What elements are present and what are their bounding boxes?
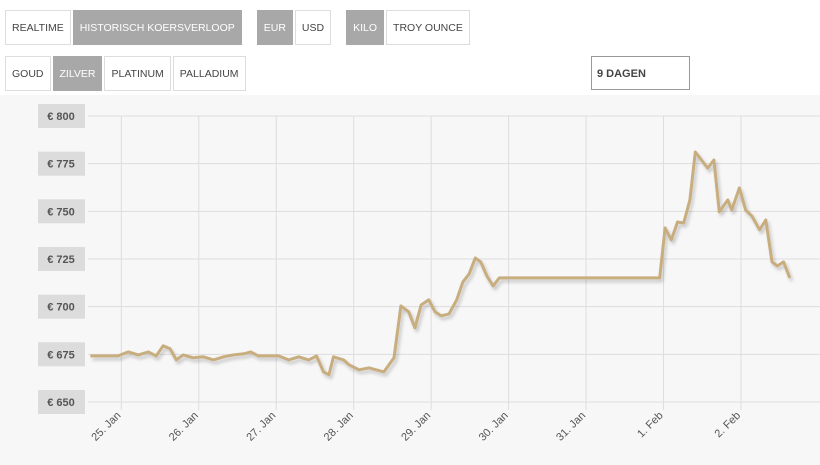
button[interactable]: REALTIME xyxy=(5,10,71,45)
y-tick-label: € 750 xyxy=(47,206,75,218)
y-tick-badge xyxy=(38,104,85,128)
button[interactable]: EUR xyxy=(256,10,293,45)
button[interactable]: HISTORISCH KOERSVERLOOP xyxy=(72,10,242,45)
y-tick-label: € 700 xyxy=(47,302,75,314)
y-tick-label: € 675 xyxy=(47,349,75,361)
button-group: REALTIME HISTORISCH KOERSVERLOOP xyxy=(5,10,242,45)
button[interactable]: TROY OUNCE xyxy=(386,10,470,45)
y-tick-label: € 650 xyxy=(47,397,75,409)
button-group: KILO TROY OUNCE xyxy=(346,10,470,45)
button[interactable]: PLATINUM xyxy=(104,56,171,91)
button[interactable]: PALLADIUM xyxy=(172,56,246,91)
y-tick-label: € 725 xyxy=(47,254,75,266)
map-background xyxy=(0,95,820,465)
button[interactable]: KILO xyxy=(346,10,385,45)
y-tick-label: € 775 xyxy=(47,159,75,171)
button-group: EUR USD xyxy=(256,10,332,45)
button[interactable]: GOUD xyxy=(5,56,51,91)
button[interactable]: ZILVER xyxy=(52,56,103,91)
y-tick-badge xyxy=(38,390,85,414)
price-line xyxy=(90,150,792,377)
toolbar: REALTIME HISTORISCH KOERSVERLOOP EUR USD KIL… xyxy=(5,10,470,45)
y-tick-badge xyxy=(38,294,85,319)
button-group: GOUD ZILVER PLATINUM PALLADIUM xyxy=(5,56,246,91)
toolbar: GOUD ZILVER PLATINUM PALLADIUM xyxy=(5,56,246,91)
y-tick-badge xyxy=(38,199,85,224)
y-tick-badge xyxy=(38,151,85,176)
y-tick-label: € 800 xyxy=(47,111,75,123)
range-select[interactable]: 9 DAGEN xyxy=(591,56,690,90)
y-tick-badge xyxy=(38,342,85,367)
button[interactable]: USD xyxy=(294,10,332,45)
y-tick-badge xyxy=(38,247,85,271)
